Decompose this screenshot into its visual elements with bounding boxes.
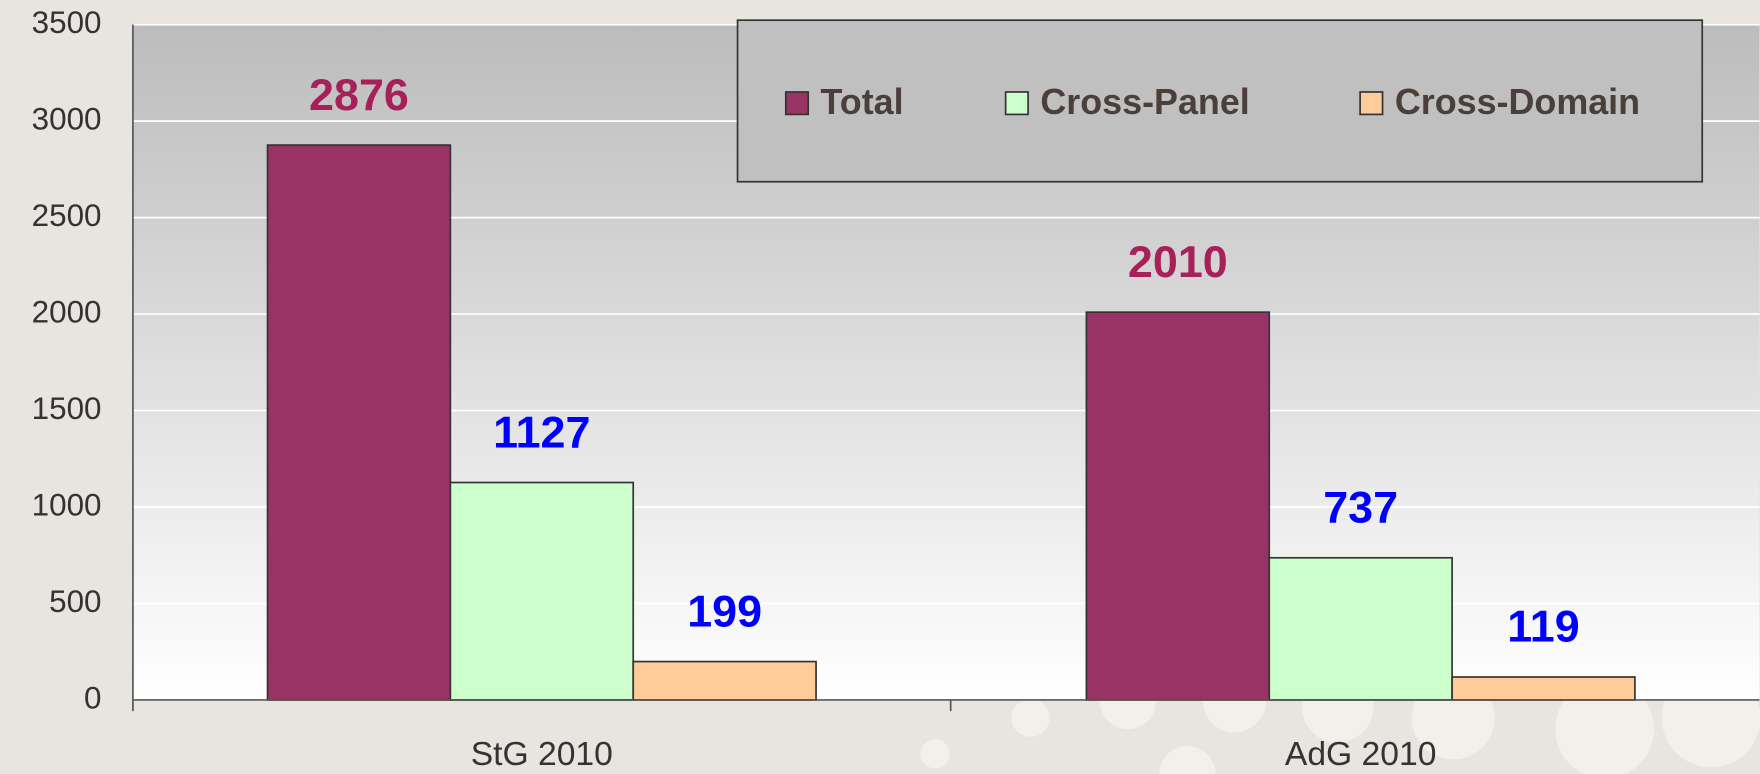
data-label: 1127: [493, 406, 590, 457]
bar: [632, 660, 817, 701]
bar: [1451, 676, 1636, 701]
legend: [736, 19, 1704, 183]
y-tick-label: 3000: [32, 101, 102, 136]
legend-label: Total: [821, 82, 904, 122]
legend-label: Cross-Domain: [1395, 82, 1640, 122]
data-label: 119: [1507, 601, 1579, 652]
legend-label: Cross-Panel: [1040, 82, 1249, 122]
y-tick-label: 1500: [32, 391, 102, 426]
bar: [449, 481, 635, 701]
data-label: 2876: [309, 69, 409, 120]
bar: [1268, 556, 1453, 701]
y-tick-label: 1000: [32, 487, 102, 522]
y-tick-label: 0: [84, 680, 101, 715]
legend-swatch: [1004, 91, 1029, 116]
y-tick-label: 3500: [32, 5, 102, 40]
data-label: 737: [1323, 481, 1398, 532]
y-tick-label: 2000: [32, 294, 102, 329]
bar: [1085, 311, 1271, 701]
data-label: 199: [687, 585, 762, 636]
data-label: 2010: [1128, 236, 1228, 287]
legend-swatch: [784, 91, 810, 116]
y-tick-label: 500: [49, 584, 101, 619]
x-tick-label: StG 2010: [471, 736, 613, 773]
legend-swatch: [1359, 91, 1384, 116]
bar: [266, 144, 452, 701]
y-tick-label: 2500: [32, 198, 102, 233]
x-tick-label: AdG 2010: [1285, 736, 1436, 773]
